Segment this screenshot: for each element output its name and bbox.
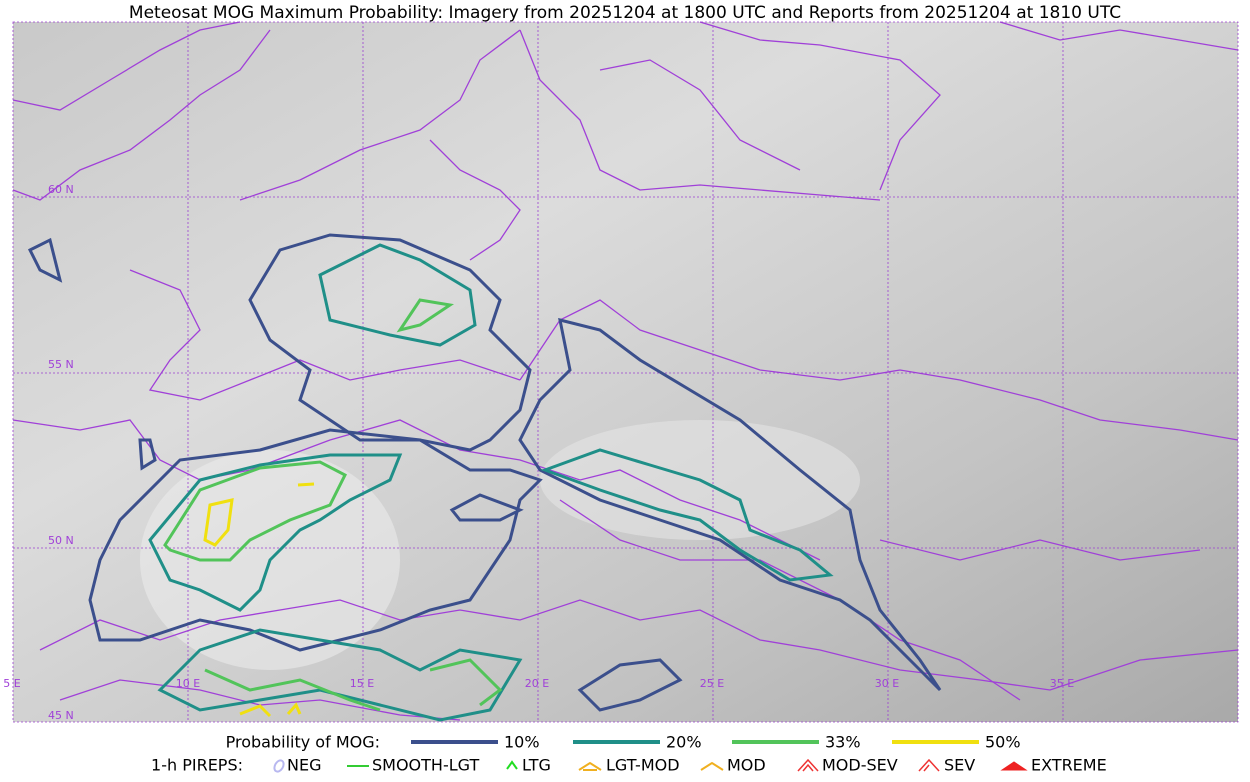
lon-label: 5 E	[3, 677, 20, 690]
pirep-icon	[273, 759, 285, 773]
pirep-icon	[578, 761, 602, 771]
legend-title: Probability of MOG:	[226, 733, 380, 752]
lat-label: 60 N	[48, 183, 74, 196]
legend-title: 1-h PIREPS:	[151, 756, 243, 775]
legend-label: LGT-MOD	[606, 756, 680, 775]
coastlines	[12, 21, 1239, 721]
legend-label: MOD	[727, 756, 766, 775]
lon-label: 10 E	[176, 677, 200, 690]
legend-label: MOD-SEV	[822, 756, 898, 775]
pirep-icon	[918, 758, 940, 772]
legend-label: SEV	[944, 756, 975, 775]
lat-label: 45 N	[48, 709, 74, 722]
lon-label: 20 E	[525, 677, 549, 690]
legend-label: 10%	[504, 733, 540, 752]
legend-label: SMOOTH-LGT	[372, 756, 479, 775]
legend-label: EXTREME	[1031, 756, 1107, 775]
pirep-icon	[700, 761, 724, 771]
lon-label: 35 E	[1050, 677, 1074, 690]
mog-contours	[27, 233, 942, 722]
lat-label: 55 N	[48, 358, 74, 371]
legend: Probability of MOG: 1-h PIREPS: 10% 20% 33…	[151, 733, 1107, 775]
lon-label: 15 E	[350, 677, 374, 690]
lon-label: 30 E	[875, 677, 899, 690]
grid	[12, 21, 1239, 723]
pirep-icon	[797, 758, 819, 772]
legend-label: 50%	[985, 733, 1021, 752]
geo-labels: 60 N 55 N 50 N 45 N 5 E 10 E 15 E 20 E 25 E 30 E 3…	[3, 183, 1074, 722]
legend-label: 33%	[825, 733, 861, 752]
legend-label: 20%	[666, 733, 702, 752]
legend-label: LTG	[522, 756, 551, 775]
lat-label: 50 N	[48, 534, 74, 547]
lon-label: 25 E	[700, 677, 724, 690]
legend-label: NEG	[287, 756, 321, 775]
pirep-icon	[506, 760, 518, 770]
title: Meteosat MOG Maximum Probability: Imager…	[129, 3, 1121, 23]
map	[12, 21, 1239, 723]
pirep-icon	[1000, 761, 1028, 771]
